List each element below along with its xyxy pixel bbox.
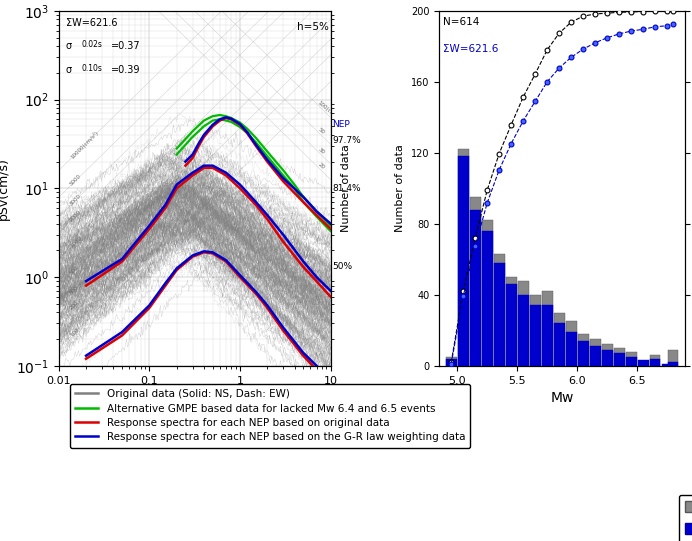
Text: h=5%: h=5% [297,22,329,32]
Bar [626,352,637,366]
Bar [470,209,481,366]
Text: 5000: 5000 [69,174,82,187]
Y-axis label: Number of data: Number of data [341,144,351,232]
Bar [494,263,504,366]
Text: 2000: 2000 [69,209,82,222]
Bar [668,350,678,366]
Bar [446,357,457,366]
Text: 200: 200 [69,300,80,311]
Text: 81.4%: 81.4% [332,184,361,193]
Text: 20: 20 [316,162,325,170]
Bar [626,357,637,366]
Bar [650,355,660,366]
Bar [578,341,588,366]
Text: =0.37: =0.37 [111,41,141,51]
Text: 100(cm): 100(cm) [316,100,338,119]
Bar [530,306,540,366]
Text: 50%: 50% [332,262,353,272]
Bar [494,254,504,366]
Legend: Original, Weighted following
the G-R law: Original, Weighted following the G-R law [679,495,692,541]
Bar [590,346,601,366]
Text: NEP: NEP [332,120,350,129]
Bar [554,313,565,366]
Bar [650,359,660,366]
Bar [446,359,457,366]
Text: 100: 100 [69,327,80,338]
Text: 500: 500 [69,265,80,276]
Y-axis label: Number of data: Number of data [395,144,406,232]
Text: 50: 50 [316,127,325,135]
X-axis label: Period(s): Period(s) [167,391,222,404]
Bar [542,291,553,366]
Bar [482,231,493,366]
Text: σ: σ [66,65,72,75]
Bar [602,350,612,366]
Bar [662,364,673,366]
Bar [614,348,624,366]
Text: ΣW=621.6: ΣW=621.6 [66,18,118,28]
Text: 1000: 1000 [69,235,82,249]
Text: 97.7%: 97.7% [332,136,361,144]
Legend: Original data (Solid: NS, Dash: EW), Alternative GMPE based data for lacked Mw 6: Original data (Solid: NS, Dash: EW), Alt… [71,384,471,447]
Bar [614,353,624,366]
Bar [602,345,612,366]
Bar [458,149,468,366]
Bar [506,284,517,366]
Text: 10000(cm/s²): 10000(cm/s²) [69,130,100,160]
Bar [518,295,529,366]
Text: 0.10s: 0.10s [82,64,103,73]
Bar [590,339,601,366]
Bar [578,334,588,366]
Text: N=614: N=614 [443,17,479,27]
Bar [638,360,648,366]
Bar [542,306,553,366]
Y-axis label: pSv(cm/s): pSv(cm/s) [0,157,10,220]
Text: σ: σ [66,41,72,51]
Bar [506,277,517,366]
Bar [518,281,529,366]
Text: 30: 30 [316,147,325,155]
Bar [668,362,678,366]
Bar [458,156,468,366]
Bar [482,220,493,366]
Bar [566,321,576,366]
Text: 0.02s: 0.02s [82,40,103,49]
Bar [566,332,576,366]
Text: 3000: 3000 [69,193,82,207]
Bar [554,323,565,366]
Text: 300: 300 [69,285,80,295]
Bar [470,197,481,366]
Text: =0.39: =0.39 [111,65,141,75]
X-axis label: Mw: Mw [550,391,574,405]
Bar [530,295,540,366]
Text: ΣW=621.6: ΣW=621.6 [443,44,498,54]
